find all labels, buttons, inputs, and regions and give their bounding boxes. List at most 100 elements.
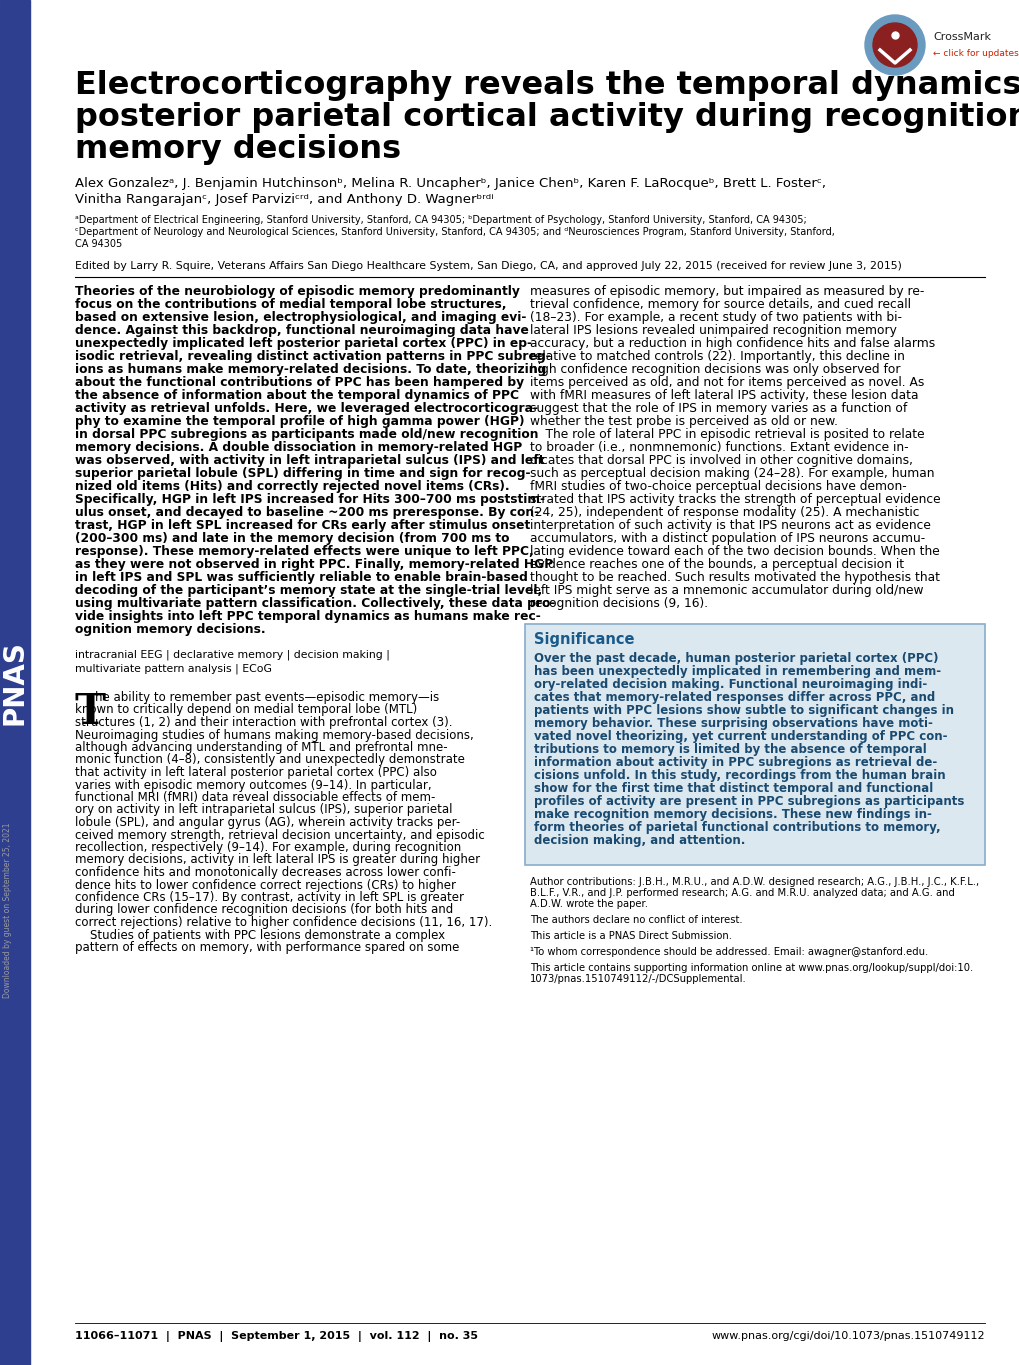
Text: although advancing understanding of MTL and prefrontal mne-: although advancing understanding of MTL …	[75, 741, 447, 753]
Text: (18–23). For example, a recent study of two patients with bi-: (18–23). For example, a recent study of …	[530, 311, 901, 324]
Text: measures of episodic memory, but impaired as measured by re-: measures of episodic memory, but impaire…	[530, 285, 923, 298]
Text: make recognition memory decisions. These new findings in-: make recognition memory decisions. These…	[534, 808, 931, 820]
Text: 1073/pnas.1510749112/-/DCSupplemental.: 1073/pnas.1510749112/-/DCSupplemental.	[530, 975, 746, 984]
Text: structures (1, 2) and their interaction with prefrontal cortex (3).: structures (1, 2) and their interaction …	[75, 717, 452, 729]
Text: trast, HGP in left SPL increased for CRs early after stimulus onset: trast, HGP in left SPL increased for CRs…	[75, 519, 530, 532]
Text: show for the first time that distinct temporal and functional: show for the first time that distinct te…	[534, 782, 932, 794]
Text: he ability to remember past events—episodic memory—is: he ability to remember past events—episo…	[95, 691, 439, 704]
Text: Vinitha Rangarajanᶜ, Josef Parviziᶜʳᵈ, and Anthony D. Wagnerᵇʳᵈⁱ: Vinitha Rangarajanᶜ, Josef Parviziᶜʳᵈ, a…	[75, 192, 493, 206]
Text: focus on the contributions of medial temporal lobe structures,: focus on the contributions of medial tem…	[75, 298, 506, 311]
Text: ory on activity in left intraparietal sulcus (IPS), superior parietal: ory on activity in left intraparietal su…	[75, 804, 452, 816]
Text: dence. Against this backdrop, functional neuroimaging data have: dence. Against this backdrop, functional…	[75, 324, 529, 337]
Circle shape	[864, 15, 924, 75]
Text: about the functional contributions of PPC has been hampered by: about the functional contributions of PP…	[75, 375, 524, 389]
Text: Specifically, HGP in left IPS increased for Hits 300–700 ms poststim-: Specifically, HGP in left IPS increased …	[75, 493, 544, 506]
Text: unexpectedly implicated left posterior parietal cortex (PPC) in ep-: unexpectedly implicated left posterior p…	[75, 337, 532, 349]
Text: known to critically depend on medial temporal lobe (MTL): known to critically depend on medial tem…	[75, 703, 417, 717]
Text: cates that memory-related responses differ across PPC, and: cates that memory-related responses diff…	[534, 691, 934, 704]
Text: ognition memory decisions.: ognition memory decisions.	[75, 622, 265, 636]
Text: fMRI studies of two-choice perceptual decisions have demon-: fMRI studies of two-choice perceptual de…	[530, 480, 906, 493]
Text: high confidence recognition decisions was only observed for: high confidence recognition decisions wa…	[530, 363, 900, 375]
Text: www.pnas.org/cgi/doi/10.1073/pnas.1510749112: www.pnas.org/cgi/doi/10.1073/pnas.151074…	[710, 1331, 984, 1340]
Text: left IPS might serve as a mnemonic accumulator during old/new: left IPS might serve as a mnemonic accum…	[530, 584, 922, 597]
Text: confidence hits and monotonically decreases across lower confi-: confidence hits and monotonically decrea…	[75, 865, 455, 879]
Text: patients with PPC lesions show subtle to significant changes in: patients with PPC lesions show subtle to…	[534, 704, 953, 717]
Text: lobule (SPL), and angular gyrus (AG), wherein activity tracks per-: lobule (SPL), and angular gyrus (AG), wh…	[75, 816, 460, 829]
Circle shape	[872, 23, 916, 67]
Text: Alex Gonzalezᵃ, J. Benjamin Hutchinsonᵇ, Melina R. Uncapherᵇ, Janice Chenᵇ, Kare: Alex Gonzalezᵃ, J. Benjamin Hutchinsonᵇ,…	[75, 177, 825, 190]
Text: based on extensive lesion, electrophysiological, and imaging evi-: based on extensive lesion, electrophysio…	[75, 311, 526, 324]
Text: correct rejections) relative to higher confidence decisions (11, 16, 17).: correct rejections) relative to higher c…	[75, 916, 492, 930]
Text: PNAS: PNAS	[1, 640, 29, 725]
Text: 11066–11071  |  PNAS  |  September 1, 2015  |  vol. 112  |  no. 35: 11066–11071 | PNAS | September 1, 2015 |…	[75, 1331, 478, 1342]
Text: The role of lateral PPC in episodic retrieval is posited to relate: The role of lateral PPC in episodic retr…	[530, 429, 923, 441]
Text: Author contributions: J.B.H., M.R.U., and A.D.W. designed research; A.G., J.B.H.: Author contributions: J.B.H., M.R.U., an…	[530, 876, 978, 887]
Text: Studies of patients with PPC lesions demonstrate a complex: Studies of patients with PPC lesions dem…	[75, 928, 444, 942]
Text: This article contains supporting information online at www.pnas.org/lookup/suppl: This article contains supporting informa…	[530, 962, 972, 973]
Text: Theories of the neurobiology of episodic memory predominantly: Theories of the neurobiology of episodic…	[75, 285, 520, 298]
Text: Significance: Significance	[534, 632, 634, 647]
Text: activity as retrieval unfolds. Here, we leveraged electrocorticogra-: activity as retrieval unfolds. Here, we …	[75, 403, 537, 415]
Text: lating evidence toward each of the two decision bounds. When the: lating evidence toward each of the two d…	[530, 545, 938, 558]
Text: during lower confidence recognition decisions (for both hits and: during lower confidence recognition deci…	[75, 904, 452, 916]
Text: profiles of activity are present in PPC subregions as participants: profiles of activity are present in PPC …	[534, 794, 963, 808]
Text: the absence of information about the temporal dynamics of PPC: the absence of information about the tem…	[75, 389, 519, 403]
Text: dicates that dorsal PPC is involved in other cognitive domains,: dicates that dorsal PPC is involved in o…	[530, 455, 912, 467]
Text: accuracy, but a reduction in high confidence hits and false alarms: accuracy, but a reduction in high confid…	[530, 337, 934, 349]
Text: in dorsal PPC subregions as participants made old/new recognition: in dorsal PPC subregions as participants…	[75, 429, 538, 441]
Text: T: T	[75, 691, 106, 733]
Text: information about activity in PPC subregions as retrieval de-: information about activity in PPC subreg…	[534, 756, 936, 768]
Text: recognition decisions (9, 16).: recognition decisions (9, 16).	[530, 597, 707, 610]
Text: decision making, and attention.: decision making, and attention.	[534, 834, 745, 848]
Text: relative to matched controls (22). Importantly, this decline in: relative to matched controls (22). Impor…	[530, 349, 904, 363]
Text: form theories of parietal functional contributions to memory,: form theories of parietal functional con…	[534, 820, 940, 834]
Text: cisions unfold. In this study, recordings from the human brain: cisions unfold. In this study, recording…	[534, 768, 945, 782]
Text: evidence reaches one of the bounds, a perceptual decision it: evidence reaches one of the bounds, a pe…	[530, 558, 903, 571]
Text: using multivariate pattern classification. Collectively, these data pro-: using multivariate pattern classificatio…	[75, 597, 554, 610]
Text: Electrocorticography reveals the temporal dynamics of: Electrocorticography reveals the tempora…	[75, 70, 1019, 101]
Text: Downloaded by guest on September 25, 2021: Downloaded by guest on September 25, 202…	[3, 822, 12, 998]
Text: in left IPS and SPL was sufficiently reliable to enable brain-based: in left IPS and SPL was sufficiently rel…	[75, 571, 528, 584]
Text: Edited by Larry R. Squire, Veterans Affairs San Diego Healthcare System, San Die: Edited by Larry R. Squire, Veterans Affa…	[75, 261, 901, 272]
Text: memory decisions. A double dissociation in memory-related HGP: memory decisions. A double dissociation …	[75, 441, 522, 455]
Text: pattern of effects on memory, with performance spared on some: pattern of effects on memory, with perfo…	[75, 940, 459, 954]
Text: Neuroimaging studies of humans making memory-based decisions,: Neuroimaging studies of humans making me…	[75, 729, 473, 741]
Text: thought to be reached. Such results motivated the hypothesis that: thought to be reached. Such results moti…	[530, 571, 940, 584]
Text: that activity in left lateral posterior parietal cortex (PPC) also: that activity in left lateral posterior …	[75, 766, 436, 779]
Text: monic function (4–8), consistently and unexpectedly demonstrate: monic function (4–8), consistently and u…	[75, 753, 465, 767]
FancyBboxPatch shape	[525, 624, 984, 865]
Text: tributions to memory is limited by the absence of temporal: tributions to memory is limited by the a…	[534, 743, 926, 756]
Text: A.D.W. wrote the paper.: A.D.W. wrote the paper.	[530, 900, 647, 909]
Text: strated that IPS activity tracks the strength of perceptual evidence: strated that IPS activity tracks the str…	[530, 493, 940, 506]
Text: The authors declare no conflict of interest.: The authors declare no conflict of inter…	[530, 915, 742, 925]
Text: such as perceptual decision making (24–28). For example, human: such as perceptual decision making (24–2…	[530, 467, 933, 480]
Text: confidence CRs (15–17). By contrast, activity in left SPL is greater: confidence CRs (15–17). By contrast, act…	[75, 891, 464, 904]
Text: superior parietal lobule (SPL) differing in time and sign for recog-: superior parietal lobule (SPL) differing…	[75, 467, 530, 480]
Text: This article is a PNAS Direct Submission.: This article is a PNAS Direct Submission…	[530, 931, 732, 940]
Text: posterior parietal cortical activity during recognition: posterior parietal cortical activity dur…	[75, 102, 1019, 132]
Text: to broader (i.e., nonmnemonic) functions. Extant evidence in-: to broader (i.e., nonmnemonic) functions…	[530, 441, 908, 455]
Text: CrossMark: CrossMark	[932, 31, 990, 42]
Text: lateral IPS lesions revealed unimpaired recognition memory: lateral IPS lesions revealed unimpaired …	[530, 324, 896, 337]
Text: functional MRI (fMRI) data reveal dissociable effects of mem-: functional MRI (fMRI) data reveal dissoc…	[75, 790, 435, 804]
Text: ← click for updates: ← click for updates	[932, 49, 1018, 57]
Text: intracranial EEG | declarative memory | decision making |: intracranial EEG | declarative memory | …	[75, 650, 389, 661]
Text: response). These memory-related effects were unique to left PPC,: response). These memory-related effects …	[75, 545, 533, 558]
Text: ceived memory strength, retrieval decision uncertainty, and episodic: ceived memory strength, retrieval decisi…	[75, 829, 484, 841]
Bar	[0, 0, 30, 1365]
Text: CA 94305: CA 94305	[75, 239, 122, 248]
Text: ¹To whom correspondence should be addressed. Email: awagner@stanford.edu.: ¹To whom correspondence should be addres…	[530, 947, 927, 957]
Text: Over the past decade, human posterior parietal cortex (PPC): Over the past decade, human posterior pa…	[534, 652, 937, 665]
Text: whether the test probe is perceived as old or new.: whether the test probe is perceived as o…	[530, 415, 838, 429]
Text: ᵃDepartment of Electrical Engineering, Stanford University, Stanford, CA 94305; : ᵃDepartment of Electrical Engineering, S…	[75, 216, 806, 225]
Text: multivariate pattern analysis | ECoG: multivariate pattern analysis | ECoG	[75, 663, 272, 673]
Text: interpretation of such activity is that IPS neurons act as evidence: interpretation of such activity is that …	[530, 519, 930, 532]
Text: memory decisions: memory decisions	[75, 134, 400, 165]
Text: items perceived as old, and not for items perceived as novel. As: items perceived as old, and not for item…	[530, 375, 923, 389]
Text: B.L.F., V.R., and J.P. performed research; A.G. and M.R.U. analyzed data; and A.: B.L.F., V.R., and J.P. performed researc…	[530, 889, 954, 898]
Text: as they were not observed in right PPC. Finally, memory-related HGP: as they were not observed in right PPC. …	[75, 558, 552, 571]
Text: trieval confidence, memory for source details, and cued recall: trieval confidence, memory for source de…	[530, 298, 910, 311]
Text: ᶜDepartment of Neurology and Neurological Sciences, Stanford University, Stanfor: ᶜDepartment of Neurology and Neurologica…	[75, 227, 835, 238]
Text: ulus onset, and decayed to baseline ~200 ms preresponse. By con-: ulus onset, and decayed to baseline ~200…	[75, 506, 539, 519]
Text: vide insights into left PPC temporal dynamics as humans make rec-: vide insights into left PPC temporal dyn…	[75, 610, 540, 622]
